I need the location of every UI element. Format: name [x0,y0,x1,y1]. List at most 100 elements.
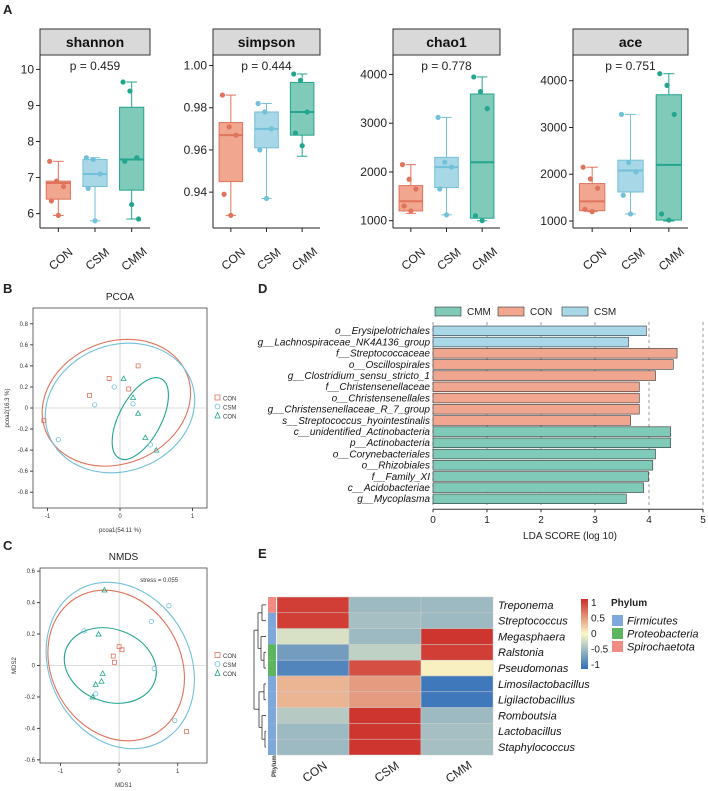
data-point [442,159,448,165]
row-label: Limosilactobacillus [498,679,590,691]
data-point [129,201,135,208]
point-triangle [98,677,105,684]
y-tick-label: 0.94 [184,185,208,199]
panel-letter-b: B [3,281,12,296]
legend-label: CON [223,654,236,660]
data-point [120,79,126,85]
x-tick-label: 1 [484,515,490,526]
colorbar-tick-label: 1 [591,598,597,609]
y-tick-label: -0.8 [18,490,29,496]
heatmap-cell [348,738,422,756]
data-point [297,77,304,83]
x-tick-label: CON [580,245,609,273]
x-tick-label: 2 [538,515,544,526]
legend-label: CON [223,672,236,678]
column-label: CSM [372,758,402,785]
facet-title: chao1 [426,34,467,50]
heatmap-cell [348,628,422,645]
lda-bar-label: g__Mycoplasma [357,494,430,505]
y-tick-label: -0.6 [18,469,29,475]
y-tick-label: 0.4 [20,364,29,370]
legend-label: Proteobacteria [627,629,699,641]
x-tick-label: 1 [191,514,195,520]
x-tick-label: -1 [45,514,51,520]
lda-bar-label: g__Lachnospiraceae_NK4A136_group [258,337,431,348]
facet-strip [572,28,689,56]
y-tick-label: 0.98 [184,101,208,115]
point-square [110,653,116,659]
data-point [85,185,91,191]
heatmap-cell [420,675,494,693]
phylum-cell [268,628,276,645]
legend-label: CSM [223,406,236,412]
point-triangle [95,630,102,637]
ellipse-CON [47,589,186,742]
data-point [626,159,632,166]
x-tick-label: 0 [118,514,122,520]
data-point [299,143,305,149]
column-label: CMM [443,758,475,786]
phylum-cell [268,676,276,692]
lda-bar-label: o__Christensenellales [332,393,430,404]
facet-simpson: simpson 0.94 0.96 0.98 1.00 p = 0.444 CON CSM CM… [184,28,321,274]
heatmap-cell [276,596,350,614]
phylum-cell [268,707,276,724]
column-label: CON [300,758,330,785]
row-label: Lactobacillus [498,726,562,738]
y-tick-label: 6 [27,207,34,221]
heatmap-cell [420,628,494,645]
phylum-cell [268,612,276,629]
y-tick-label: 2000 [540,167,567,181]
point-circle [93,691,99,697]
lefse-panel: CMM CON CSM o__Erysipelotrichalesg__Lachnos… [258,306,706,542]
facet-title: ace [619,34,643,50]
heatmap-cell [348,659,422,677]
point-circle [130,401,136,407]
legend-swatch [612,615,623,626]
phylum-cell [268,660,276,676]
lda-bar-CON [432,392,640,404]
lda-bar-label: s__Streptococcus_hyointestinalis [282,416,430,427]
heatmap-cell [348,612,422,629]
data-point [219,92,226,98]
colorbar-tick-label: -0.5 [591,645,609,656]
point-circle [166,603,172,609]
data-point [83,155,89,161]
point-circle [148,618,154,625]
legend-square [214,394,221,401]
data-point [477,88,484,95]
lda-bar-CMM [432,493,627,504]
stress-annotation: stress = 0.055 [140,578,179,584]
data-point [48,198,55,204]
panel-letter-a: A [3,2,13,17]
data-point [60,183,67,190]
y-tick-label: 2000 [360,165,387,179]
point-square [112,659,117,665]
y-tick-label: 0.2 [20,385,29,391]
lda-bar-label: o__Oscillospirales [349,360,430,371]
heatmap-cell [420,612,494,629]
point-square [41,418,47,424]
legend-swatch-CMM [434,306,462,317]
panel-letter-c: C [3,538,13,553]
legend-title: Phylum [611,598,647,609]
legend-label: CMM [467,307,491,318]
y-tick-label: 0.2 [27,632,36,638]
box-CON [579,183,606,212]
lda-bar-label: f__Streptococcaceae [336,349,430,360]
legend-label: CSM [594,307,616,318]
data-point [471,74,477,80]
x-axis-label: LDA SCORE (log 10) [523,531,617,542]
lda-bar-label: o__Rhizobiales [362,461,430,472]
phylum-cell [268,739,276,755]
point-triangle [101,586,108,593]
lda-bar-label: o__Corynebacteriales [333,449,430,460]
heatmap-cell [348,707,422,724]
heatmap-cell [420,707,494,724]
x-tick-label: CON [46,245,75,273]
pcoa-panel: PCOA -1 0 1 -0.8 -0.6 -0.4 -0.2 0 0.2 0.4 0.6 0.8 pco… [5,292,236,534]
legend-label: CON [223,415,236,421]
p-value-label: p = 0.778 [421,59,472,73]
